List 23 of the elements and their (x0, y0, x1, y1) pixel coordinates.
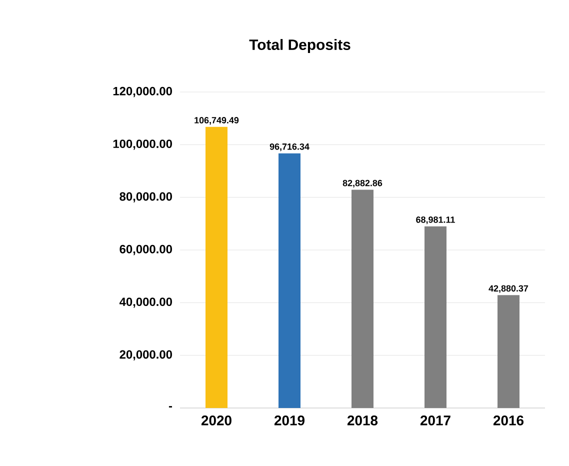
y-tick-label: 20,000.00 (120, 350, 172, 360)
data-label: 82,882.86 (342, 180, 382, 188)
x-tick-label: 2018 (347, 416, 378, 426)
bar (206, 126, 228, 408)
y-tick-label: - (168, 406, 172, 408)
data-label: 106,749.49 (194, 117, 239, 125)
chart-title: Total Deposits (249, 39, 350, 53)
y-tick-label: 100,000.00 (113, 140, 172, 150)
data-label: 42,880.37 (488, 285, 528, 293)
data-label: 68,981.11 (416, 216, 455, 224)
bar (352, 190, 374, 408)
bar (498, 295, 520, 408)
y-tick-label: 80,000.00 (120, 192, 172, 202)
x-tick-label: 2019 (274, 416, 305, 426)
bar (424, 226, 446, 408)
y-tick-label: 40,000.00 (119, 298, 172, 308)
x-tick-label: 2017 (420, 416, 450, 426)
y-tick-label: 120,000.00 (113, 86, 172, 98)
data-label: 96,716.34 (270, 143, 310, 152)
y-tick-label: 60,000.00 (120, 244, 172, 256)
x-tick-label: 2020 (201, 416, 232, 426)
bar (278, 153, 301, 408)
x-tick-label: 2016 (493, 416, 524, 426)
